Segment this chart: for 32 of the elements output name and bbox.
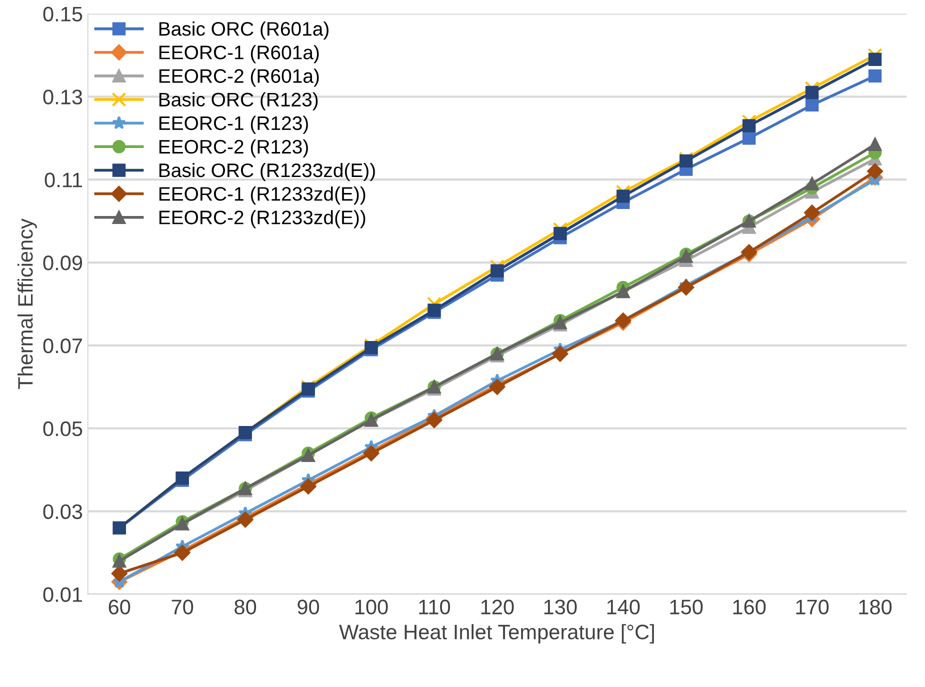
y-tick-label: 0.05 bbox=[43, 421, 82, 436]
x-tick-label: 140 bbox=[607, 600, 640, 614]
y-tick-label: 0.13 bbox=[43, 90, 82, 104]
x-tick-label: 110 bbox=[419, 600, 450, 614]
x-tick-label: 90 bbox=[298, 600, 320, 614]
y-tick-label: 0.11 bbox=[44, 172, 82, 188]
legend-label: EEORC-2 (R601a) bbox=[159, 68, 319, 87]
x-tick-label: 130 bbox=[544, 600, 577, 614]
y-tick-label: 0.03 bbox=[43, 504, 82, 520]
x-tick-label: 150 bbox=[670, 600, 703, 614]
x-tick-label: 70 bbox=[172, 600, 194, 614]
legend-label: Basic ORC (R601a) bbox=[159, 22, 328, 40]
x-axis-title: Waste Heat Inlet Temperature [°C] bbox=[339, 624, 654, 644]
legend-label: EEORC-2 (R1233zd(E)) bbox=[159, 210, 366, 228]
y-tick-label: 0.01 bbox=[43, 587, 82, 602]
legend-label: EEORC-1 (R123) bbox=[159, 116, 308, 134]
x-tick-label: 170 bbox=[796, 600, 829, 614]
legend-label: Basic ORC (R123) bbox=[159, 92, 318, 110]
legend-label: EEORC-2 (R123) bbox=[159, 139, 308, 158]
y-axis-title: Thermal Efficiency bbox=[17, 218, 37, 390]
x-tick-label: 100 bbox=[355, 600, 388, 614]
x-tick-label: 180 bbox=[859, 600, 892, 614]
x-tick-label: 60 bbox=[108, 600, 130, 614]
x-tick-label: 160 bbox=[733, 600, 766, 614]
y-tick-label: 0.09 bbox=[43, 256, 82, 270]
legend-label: Basic ORC (R1233zd(E)) bbox=[159, 162, 375, 182]
y-tick-label: 0.15 bbox=[43, 6, 82, 22]
legend-label: EEORC-1 (R601a) bbox=[159, 45, 319, 64]
x-tick-label: 80 bbox=[234, 600, 256, 614]
x-tick-label: 120 bbox=[481, 600, 514, 614]
legend-label: EEORC-1 (R1233zd(E)) bbox=[159, 186, 366, 205]
y-tick-label: 0.07 bbox=[43, 338, 82, 354]
